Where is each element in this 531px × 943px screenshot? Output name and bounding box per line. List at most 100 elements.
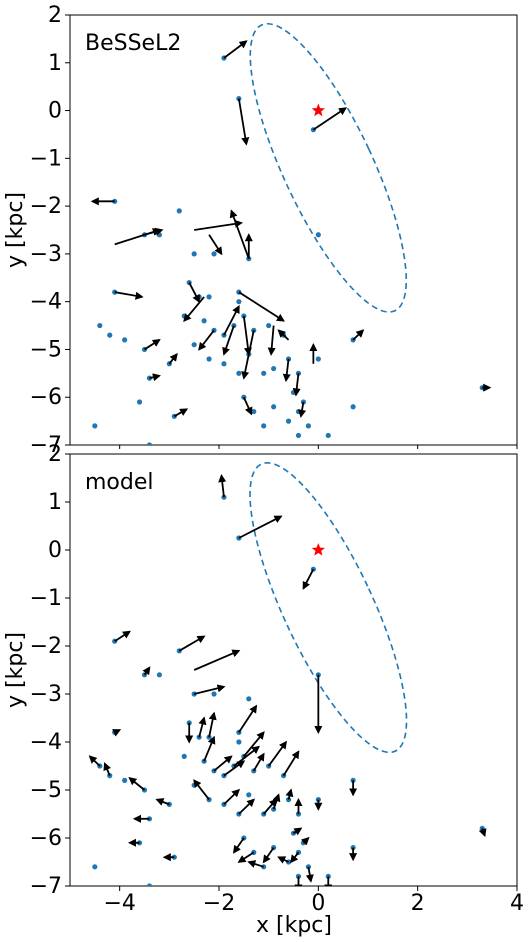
data-point	[136, 399, 143, 405]
data-point	[146, 375, 153, 381]
velocity-arrow	[213, 755, 233, 772]
velocity-arrow	[173, 408, 189, 418]
data-point	[271, 404, 277, 410]
data-point	[315, 232, 321, 238]
y-tick-label: −3	[30, 242, 62, 267]
data-point	[191, 691, 197, 697]
velocity-arrow	[229, 209, 250, 259]
velocity-arrow	[352, 329, 365, 341]
velocity-arrow	[223, 760, 246, 777]
velocity-arrow	[178, 635, 206, 652]
y-tick-label: −6	[30, 826, 62, 851]
velocity-arrow	[300, 836, 310, 846]
plot-area-bessel2	[69, 14, 518, 446]
data-point	[211, 691, 217, 697]
velocity-arrow	[193, 684, 226, 695]
panel-bessel2: −7 −6 −5 −4 −3 −2 −1 0 1 2 BeSSeL2 y [kpc]	[3, 3, 518, 458]
velocity-arrow	[142, 666, 151, 676]
y-tick-label: 1	[48, 51, 62, 76]
velocity-arrow	[238, 515, 283, 539]
dashed-ellipse	[249, 462, 408, 754]
y-tick-label: 1	[48, 490, 62, 515]
x-tick-label: 4	[510, 891, 524, 916]
velocity-arrow	[302, 568, 315, 590]
data-point	[261, 370, 267, 376]
velocity-arrow	[114, 630, 131, 642]
data-point	[122, 777, 128, 784]
data-point	[156, 232, 162, 238]
velocity-arrow	[267, 740, 288, 767]
y-tick-label: −6	[30, 385, 62, 410]
velocity-arrow	[290, 851, 300, 864]
y-tick-label: 2	[48, 3, 62, 28]
panel-title-model: model	[85, 470, 154, 495]
x-tick-label: 0	[311, 891, 325, 916]
data-point	[246, 696, 252, 702]
velocity-arrow	[312, 107, 347, 131]
velocity-arrow	[128, 776, 146, 791]
velocity-arrow	[293, 827, 303, 836]
velocity-arrow	[277, 856, 289, 864]
y-tick-label: −1	[30, 586, 62, 611]
velocity-arrow	[223, 305, 240, 336]
data-point	[251, 408, 257, 415]
data-point	[191, 342, 197, 348]
y-tick-label: −5	[30, 778, 62, 803]
data-point	[122, 337, 128, 343]
data-point	[295, 408, 302, 415]
data-point	[201, 318, 207, 324]
dashed-ellipse	[249, 22, 408, 313]
velocity-arrow	[103, 762, 111, 776]
velocity-arrow	[237, 851, 255, 863]
data-point	[285, 418, 292, 424]
y-tick-label: −2	[30, 194, 62, 219]
velocity-arrow	[88, 755, 101, 767]
velocity-arrow	[282, 750, 300, 777]
data-point	[236, 739, 242, 745]
data-point	[315, 356, 321, 362]
data-point	[236, 370, 242, 376]
data-point	[271, 365, 277, 372]
velocity-arrow	[262, 847, 275, 864]
velocity-arrow	[218, 473, 227, 498]
data-point	[261, 423, 267, 429]
data-point	[97, 322, 103, 329]
velocity-arrow	[208, 711, 217, 738]
velocity-arrow	[292, 373, 301, 397]
velocity-arrow	[203, 735, 216, 762]
velocity-arrow	[238, 798, 255, 815]
velocity-arrow	[183, 296, 205, 323]
velocity-arrow	[241, 330, 255, 380]
data-point	[146, 442, 153, 445]
data-point	[295, 432, 302, 439]
data-point	[325, 432, 331, 439]
y-tick-label: −3	[30, 682, 62, 707]
velocity-arrow	[223, 40, 248, 59]
velocity-arrow	[232, 837, 245, 854]
data-point	[156, 672, 162, 678]
velocity-arrow	[238, 704, 258, 733]
velocity-arrow	[247, 860, 264, 868]
data-point	[241, 313, 247, 319]
velocity-arrow	[277, 329, 290, 341]
data-point	[92, 423, 98, 429]
data-point	[221, 361, 227, 367]
data-point	[107, 332, 113, 338]
data-point	[246, 792, 252, 798]
velocity-arrow	[168, 352, 178, 365]
velocity-arrow	[238, 291, 285, 322]
y-tick-label: 0	[48, 99, 62, 124]
sun-star-marker	[311, 543, 325, 556]
velocity-arrow	[267, 325, 276, 356]
y-tick-label: −5	[30, 337, 62, 362]
data-point	[196, 734, 202, 740]
data-point	[266, 322, 272, 329]
data-point	[191, 251, 197, 257]
data-point	[305, 423, 311, 429]
y-tick-label: −7	[30, 433, 62, 458]
data-point	[146, 883, 153, 886]
sun-star-marker	[311, 103, 325, 117]
y-tick-label: −2	[30, 634, 62, 659]
velocity-arrow	[144, 339, 161, 351]
